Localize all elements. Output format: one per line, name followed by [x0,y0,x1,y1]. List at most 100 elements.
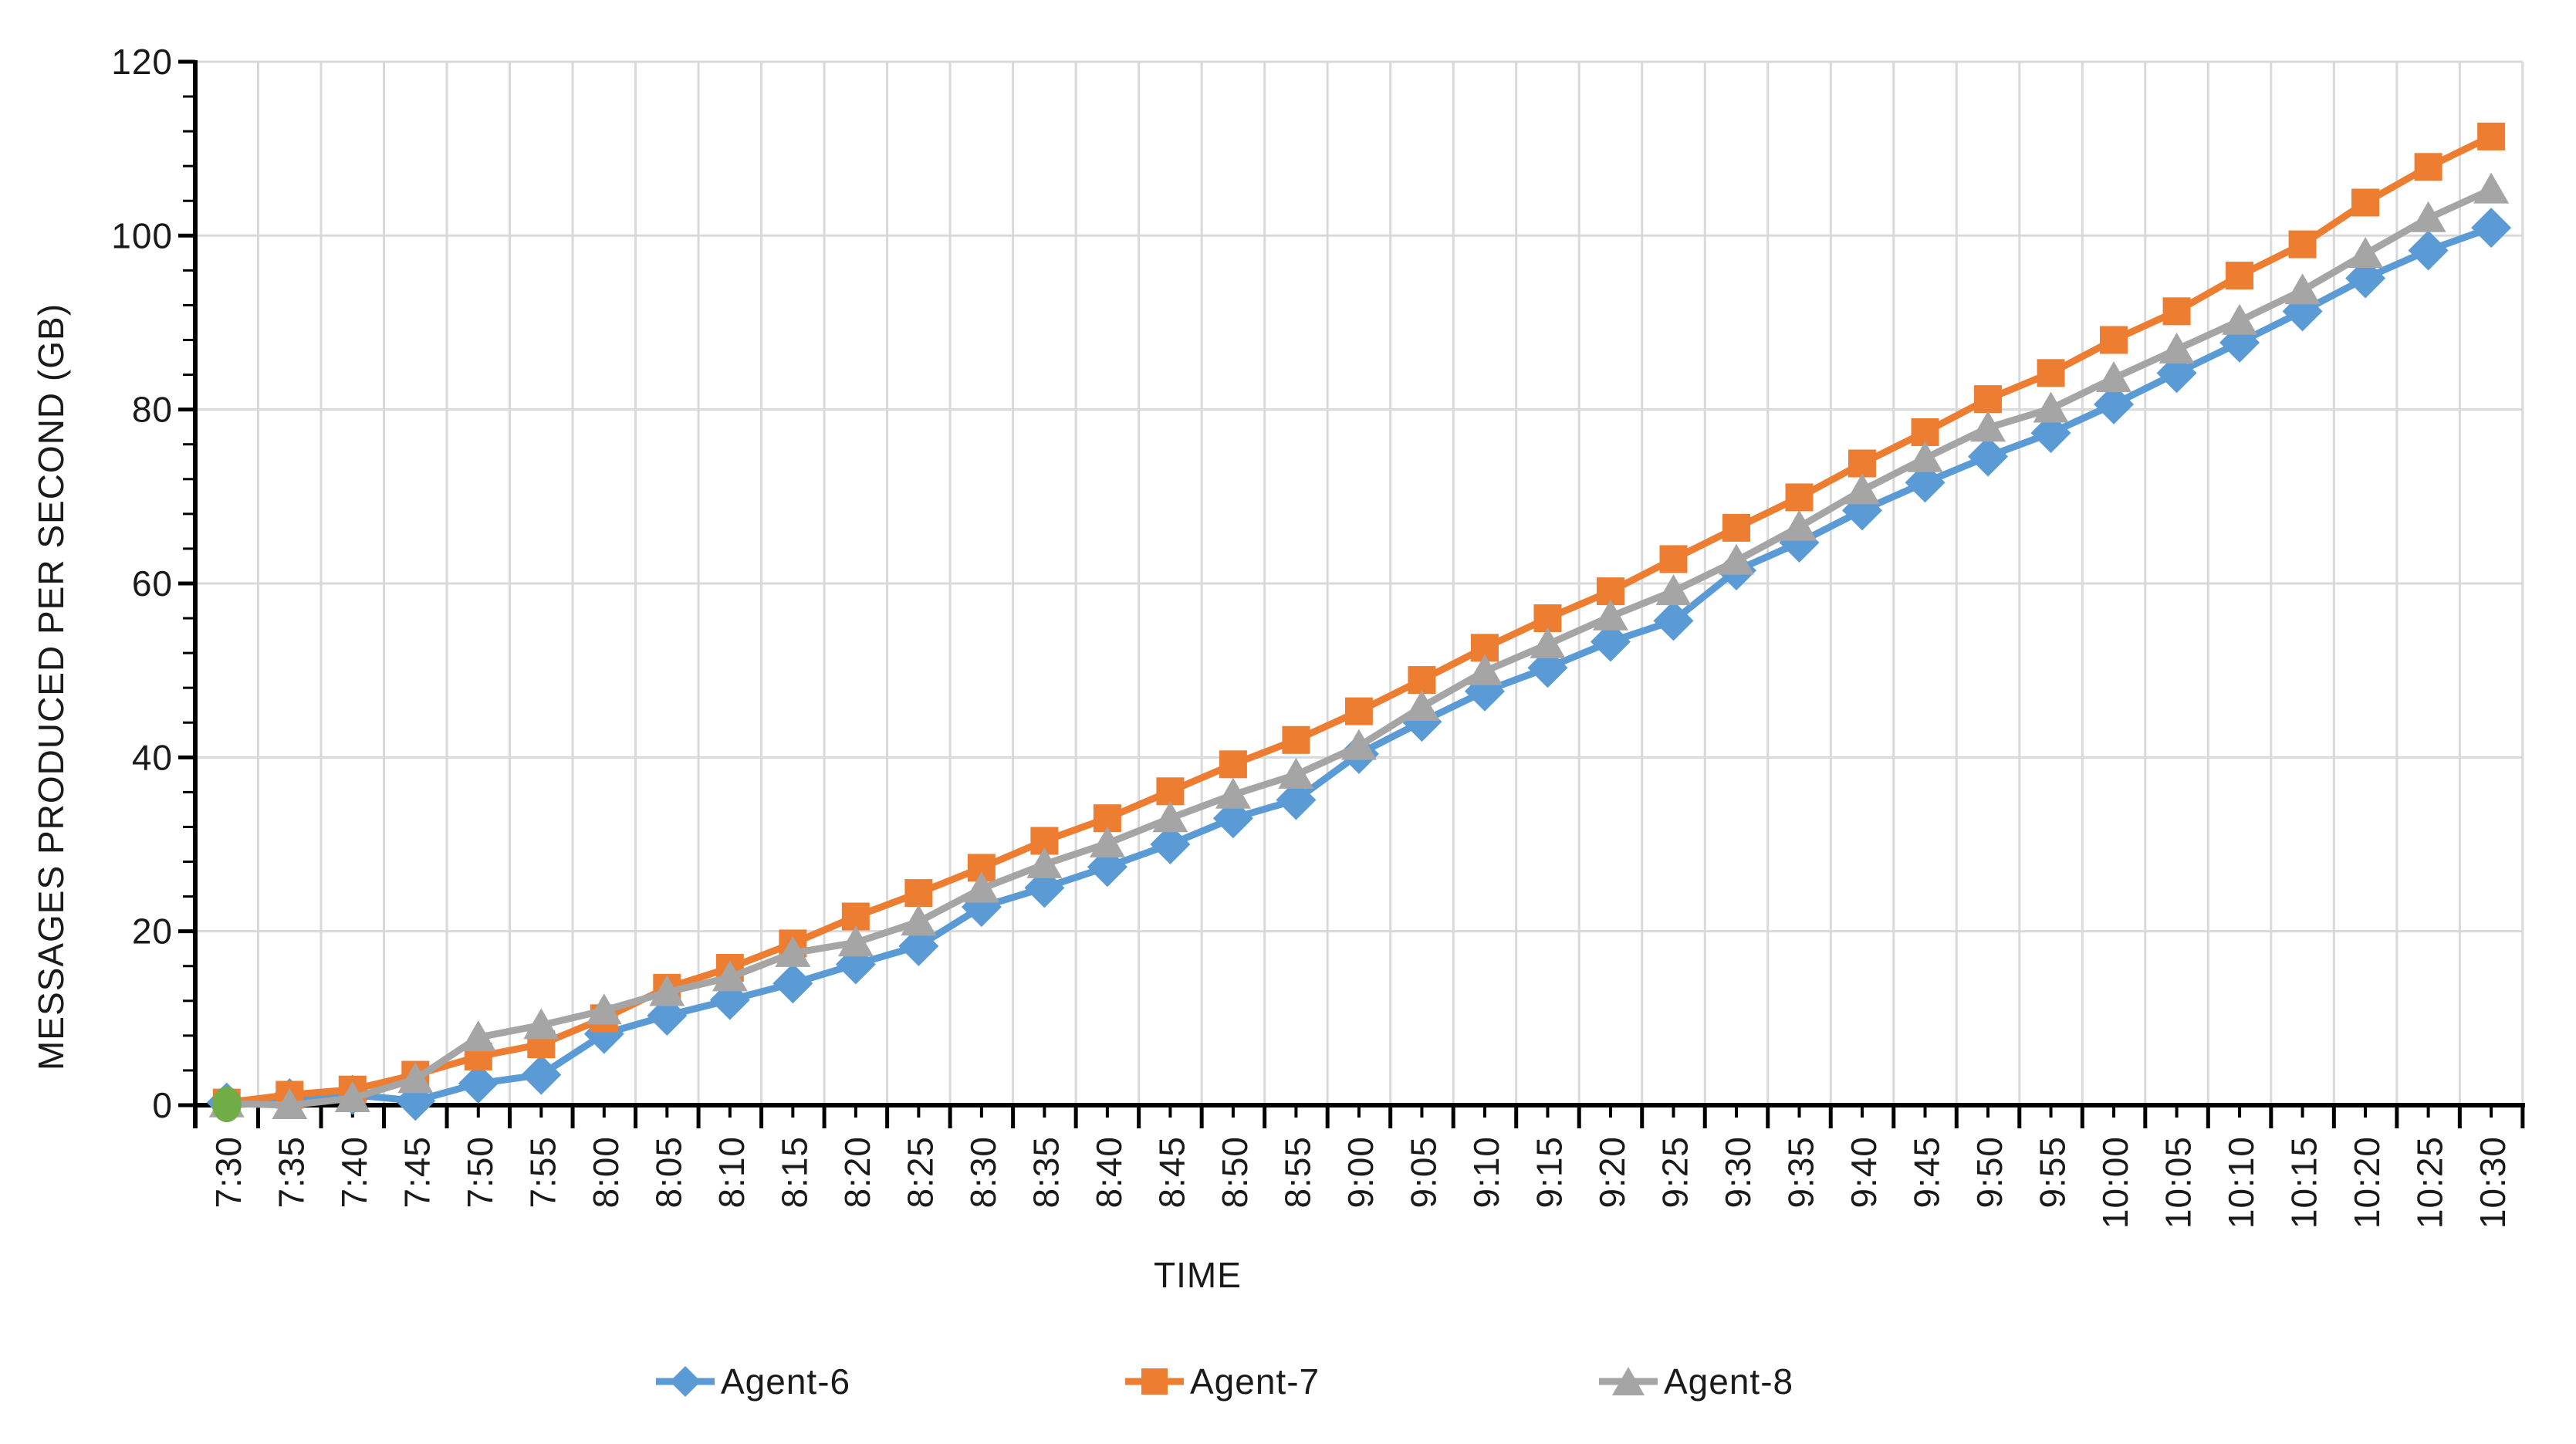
x-axis-title: TIME [1154,1255,1242,1295]
data-point [2094,384,2135,424]
x-tick-label: 10:20 [2347,1136,2387,1229]
x-tick-label: 8:40 [1089,1136,1129,1209]
data-point [1722,513,1750,542]
x-tick-label: 10:25 [2410,1136,2450,1229]
legend-label: Agent-6 [721,1361,851,1402]
y-tick-label: 80 [132,390,173,430]
data-point [775,935,811,967]
gridlines [195,60,2524,1105]
data-point [2162,297,2191,326]
data-point [1970,411,2006,442]
series-agent-7 [212,122,2506,1117]
data-point [523,1008,559,1040]
x-tick-label: 7:35 [271,1136,311,1209]
x-tick-label: 9:50 [1969,1136,2010,1209]
data-point [1905,462,1946,503]
series-agent-8 [208,172,2510,1119]
legend-item-agent-7: Agent-7 [1125,1360,1320,1403]
data-point [2473,172,2510,204]
x-tick-label: 8:25 [900,1136,940,1209]
data-point [1590,621,1631,662]
data-point [2471,208,2512,249]
x-tick-label: 7:55 [522,1136,563,1209]
data-point [2477,122,2506,150]
data-point [2033,391,2069,423]
data-point [2408,230,2449,271]
data-point [1344,697,1373,725]
data-point [837,925,874,957]
x-tick-label: 10:05 [2158,1136,2199,1229]
data-point [2288,230,2317,259]
x-tick-label: 10:30 [2473,1136,2513,1229]
data-point [334,1080,370,1112]
data-point [1974,385,2003,414]
x-tick-label: 9:55 [2033,1136,2073,1209]
x-tick-label: 8:55 [1277,1136,1317,1209]
data-point [1150,823,1191,864]
data-point [898,925,939,966]
data-point [2284,273,2321,305]
data-point [2037,359,2065,387]
x-tick-label: 8:00 [586,1136,626,1209]
data-point [2351,188,2380,217]
data-point [1282,725,1310,754]
data-point [2414,153,2442,181]
data-point [1653,600,1694,641]
series-agent-6 [206,208,2512,1123]
y-tick-label: 0 [152,1085,173,1125]
x-tick-label: 9:10 [1466,1136,1506,1209]
data-point [901,905,937,936]
x-tick-label: 7:30 [208,1136,248,1209]
data-point [904,879,933,908]
x-tick-labels: 7:30 7:35 7:40 7:45 7:50 7:55 8:00 8:05 8:10 8:15… [208,1136,2513,1229]
data-point [1404,689,1440,721]
x-tick-label: 9:25 [1655,1136,1695,1209]
y-tick-labels: 0 20 40 60 80 100 120 [111,42,173,1125]
data-point [272,1088,308,1119]
y-tick-label: 20 [132,911,173,952]
data-point [1026,847,1063,878]
y-axis-title: MESSAGES PRODUCED PER SECOND (GB) [31,303,71,1070]
data-point [460,1020,496,1052]
y-tick-label: 60 [132,563,173,604]
highlight-ellipse [211,1087,242,1122]
x-tick-label: 9:30 [1718,1136,1758,1209]
x-tick-label: 9:15 [1529,1136,1569,1209]
data-point [1592,599,1628,631]
data-point [1466,654,1503,685]
data-point [1844,473,1881,505]
y-tick-label: 40 [132,737,173,777]
x-tick-label: 10:15 [2284,1136,2324,1229]
data-point [521,1054,562,1095]
data-point [458,1063,499,1104]
legend-label: Agent-8 [1664,1361,1794,1402]
x-tick-label: 8:30 [963,1136,1003,1209]
data-point [1848,449,1877,478]
data-point [1408,666,1436,695]
data-point [1655,574,1692,606]
x-tick-label: 8:45 [1151,1136,1192,1209]
data-point [2158,332,2195,364]
data-point [2226,262,2254,290]
data-point [1278,757,1314,789]
x-tick-label: 8:10 [712,1136,752,1209]
data-point [1089,826,1125,857]
x-tick-label: 10:00 [2095,1136,2135,1229]
x-tick-label: 8:15 [774,1136,814,1209]
y-tick-label: 100 [111,215,173,255]
data-point [1530,627,1566,658]
data-point [772,963,813,1004]
x-tick-label: 8:50 [1215,1136,1255,1209]
axes [193,60,2525,1128]
x-tick-label: 9:35 [1781,1136,1821,1209]
data-point [1152,801,1188,833]
data-point [397,1062,434,1094]
square-marker-icon [1125,1368,1184,1395]
data-point [2410,201,2446,232]
x-tick-label: 9:45 [1907,1136,1947,1209]
x-tick-label: 8:35 [1026,1136,1066,1209]
data-point [649,975,685,1006]
data-point [2345,258,2386,299]
data-point [1785,483,1814,512]
